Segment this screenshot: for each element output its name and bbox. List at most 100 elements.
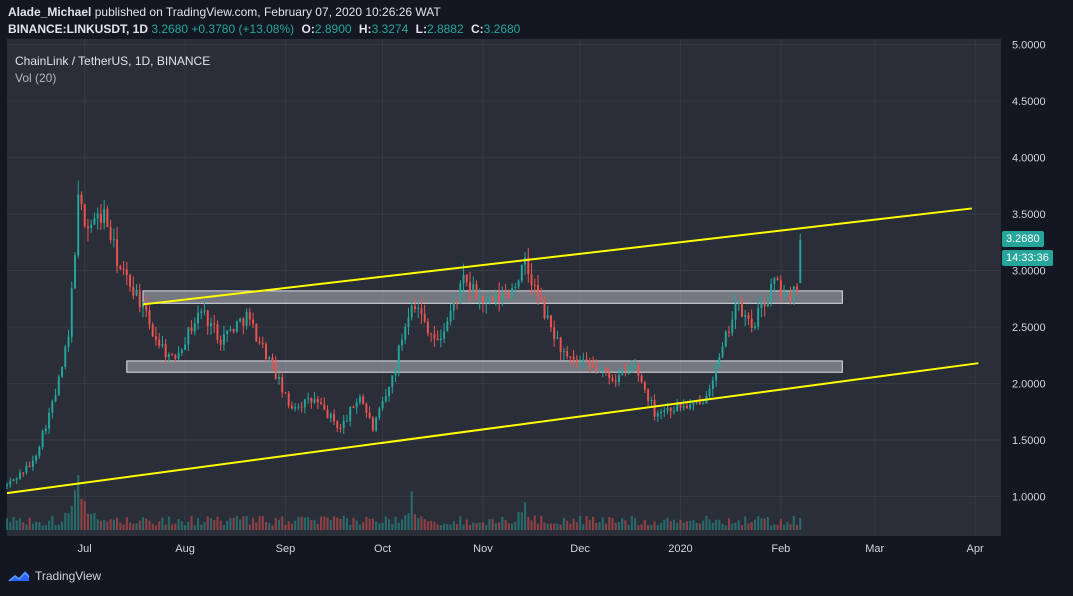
volume-bar [287, 521, 290, 530]
candle-body [605, 368, 607, 373]
volume-bar [290, 523, 293, 530]
candle-body [135, 289, 138, 296]
candle-body [556, 337, 559, 339]
volume-bar [25, 524, 28, 530]
candle-body [64, 346, 67, 367]
candle-body [741, 301, 743, 317]
candle-body [210, 323, 212, 326]
volume-bar [595, 522, 598, 530]
volume-bar [232, 517, 235, 530]
candle-body [420, 308, 423, 314]
volume-bar [556, 523, 559, 530]
candle-body [132, 286, 135, 296]
candle-body [673, 411, 675, 413]
y-tick-label: 3.5000 [1012, 209, 1046, 221]
volume-bar [478, 522, 481, 530]
candle-body [15, 478, 18, 480]
candle-body [294, 407, 297, 409]
candle-body [401, 339, 403, 346]
candle-body [475, 284, 478, 299]
candle-body [287, 393, 290, 406]
candle-body [365, 404, 368, 413]
volume-bar [245, 516, 248, 530]
volume-bar [174, 523, 177, 530]
candle-body [129, 274, 132, 287]
volume-bar [310, 520, 313, 530]
volume-bar [731, 523, 734, 530]
volume-bar [12, 516, 15, 530]
volume-bar [128, 522, 132, 530]
volume-bar [394, 516, 397, 530]
candle-body [715, 365, 718, 381]
volume-bar [307, 516, 310, 530]
volume-bar [44, 524, 47, 530]
volume-bar [705, 515, 708, 530]
chart-pane[interactable] [7, 39, 1001, 536]
candle-body [333, 414, 335, 422]
volume-bar [119, 522, 122, 530]
candle-body [533, 284, 536, 286]
candle-body [394, 368, 397, 376]
close-value: 3.2680 [483, 22, 521, 36]
candle-body [750, 318, 753, 328]
volume-bar [540, 515, 543, 530]
candle-body [193, 323, 196, 332]
volume-bar [517, 511, 520, 530]
candle-body [12, 479, 15, 482]
volume-bar [501, 516, 504, 530]
candle-body [569, 356, 572, 358]
volume-bar [329, 520, 332, 530]
candle-body [122, 268, 125, 270]
volume-bar [455, 524, 459, 530]
volume-bar [180, 521, 183, 530]
volume-bar [368, 519, 371, 530]
candle-body [643, 381, 646, 390]
candle-body [258, 341, 261, 344]
volume-bar [54, 524, 57, 530]
candle-body [252, 319, 255, 324]
candle-body [549, 315, 552, 328]
volume-bar [264, 521, 268, 530]
volume-bar [38, 522, 41, 530]
volume-bar [553, 523, 556, 530]
candle-body [753, 326, 756, 328]
volume-bar [135, 523, 138, 530]
high-label: H: [358, 22, 372, 36]
candle-body [187, 327, 190, 345]
candle-body [786, 292, 789, 294]
volume-bar [303, 517, 306, 530]
candle-body [621, 369, 624, 375]
candle-body [711, 380, 714, 389]
candle-body [219, 339, 222, 345]
symbol-name[interactable]: BINANCE:LINKUSDT, 1D [8, 22, 149, 36]
volume-legend[interactable]: Vol (20) [15, 71, 57, 85]
volume-bar [407, 513, 410, 530]
candle-body [666, 407, 669, 411]
tradingview-brand[interactable]: TradingView [8, 569, 101, 583]
candle-body [99, 213, 102, 223]
last-price: 3.2680 [151, 22, 189, 36]
chart-legend-title[interactable]: ChainLink / TetherUS, 1D, BINANCE [15, 54, 211, 68]
volume-bar [222, 525, 225, 530]
candle-body [426, 321, 429, 334]
volume-bar [792, 515, 795, 530]
volume-bar [358, 524, 361, 530]
candle-body [433, 334, 436, 339]
candle-body [663, 410, 666, 413]
volume-bar [209, 518, 213, 530]
candle-body [112, 239, 115, 241]
candle-body [585, 359, 588, 361]
candle-body [456, 302, 459, 304]
candle-body [184, 344, 187, 350]
candle-body [592, 364, 595, 368]
volume-bar [187, 521, 190, 530]
volume-bar [41, 525, 44, 530]
candle-body [206, 310, 209, 326]
publisher-name[interactable]: Alade_Michael [8, 5, 92, 19]
candle-body [203, 310, 206, 312]
volume-bar [106, 521, 109, 530]
volume-bar [672, 519, 676, 530]
candle-body [142, 302, 144, 308]
x-tick-label: 2020 [668, 543, 692, 555]
